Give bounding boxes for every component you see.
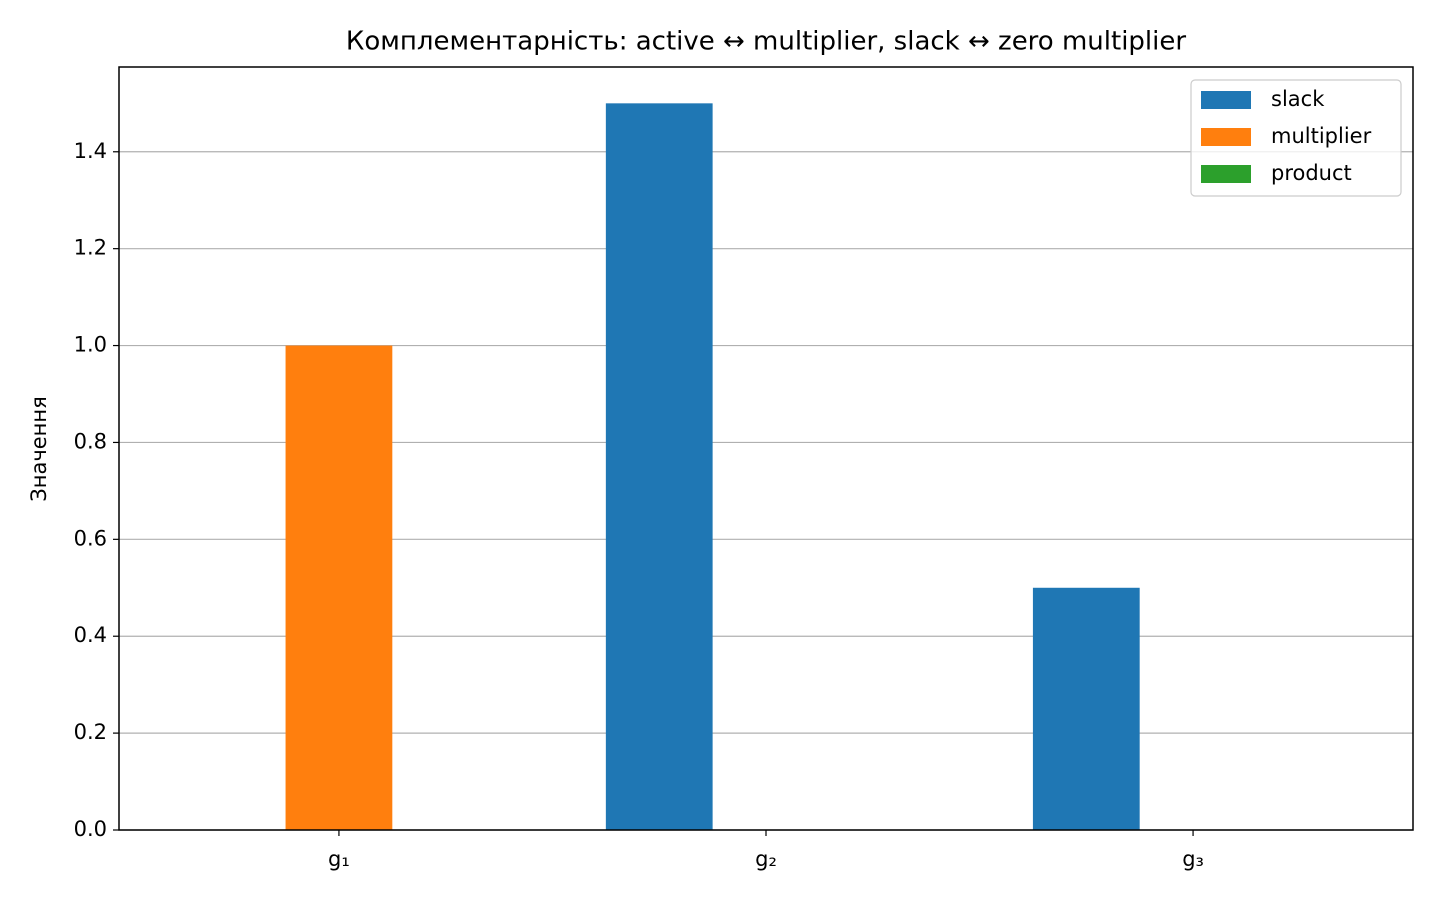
legend-label: slack bbox=[1271, 87, 1325, 111]
chart-title: Комплементарність: active ↔ multiplier, … bbox=[346, 27, 1186, 57]
bar bbox=[605, 103, 713, 831]
legend-label: multiplier bbox=[1271, 124, 1372, 148]
x-tick-label: g₂ bbox=[755, 847, 777, 871]
y-axis-label: Значення bbox=[27, 396, 51, 501]
legend-swatch bbox=[1201, 128, 1251, 146]
y-tick-label: 0.8 bbox=[74, 429, 107, 453]
y-tick-label: 0.2 bbox=[74, 720, 107, 744]
y-tick-label: 0.4 bbox=[74, 623, 107, 647]
x-tick-label: g₁ bbox=[328, 847, 350, 871]
y-tick-label: 0.0 bbox=[74, 817, 107, 841]
y-tick-label: 1.0 bbox=[74, 333, 107, 357]
axes-frame bbox=[118, 66, 1414, 831]
bar bbox=[285, 345, 393, 830]
y-tick-label: 1.4 bbox=[74, 139, 107, 163]
legend-swatch bbox=[1201, 165, 1251, 183]
x-tick-label: g₃ bbox=[1182, 847, 1204, 871]
y-tick-label: 0.6 bbox=[74, 526, 107, 550]
y-tick-label: 1.2 bbox=[74, 236, 107, 260]
legend-label: product bbox=[1271, 161, 1352, 185]
bar bbox=[1032, 587, 1140, 830]
legend-swatch bbox=[1201, 91, 1251, 109]
